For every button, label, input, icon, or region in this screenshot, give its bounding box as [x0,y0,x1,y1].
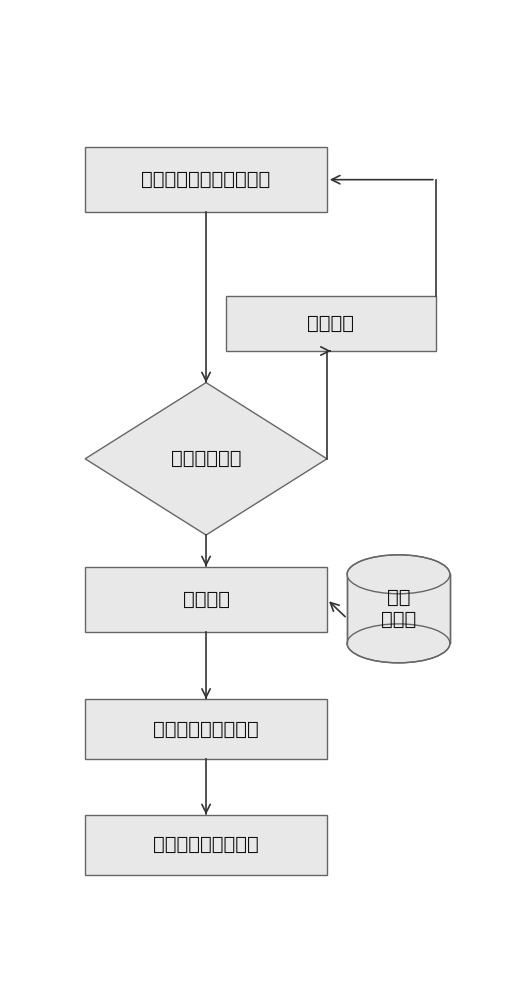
Text: 排队等待: 排队等待 [307,314,355,333]
Text: 空集卡驶出道路模块: 空集卡驶出道路模块 [153,720,259,739]
Polygon shape [347,574,450,643]
Text: 装船作业: 装船作业 [183,590,229,609]
FancyBboxPatch shape [85,699,327,759]
Ellipse shape [347,624,450,663]
FancyBboxPatch shape [85,815,327,875]
Text: 空集卡驶入堆场模块: 空集卡驶入堆场模块 [153,835,259,854]
FancyBboxPatch shape [226,296,436,351]
Ellipse shape [347,555,450,594]
Text: 重集卡驶入相应道路模块: 重集卡驶入相应道路模块 [141,170,271,189]
FancyBboxPatch shape [85,147,327,212]
FancyBboxPatch shape [85,567,327,632]
Polygon shape [85,383,327,535]
Text: 船舶
配载图: 船舶 配载图 [381,588,416,629]
Text: 岸桥是否空闲: 岸桥是否空闲 [171,449,241,468]
